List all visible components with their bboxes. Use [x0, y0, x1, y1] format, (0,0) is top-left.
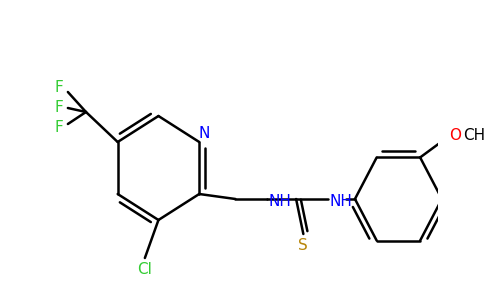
- Text: NH: NH: [330, 194, 352, 208]
- Text: S: S: [299, 238, 308, 253]
- Text: F: F: [54, 80, 63, 94]
- Text: CH: CH: [464, 128, 484, 143]
- Text: O: O: [449, 128, 461, 143]
- Text: F: F: [54, 100, 63, 115]
- Text: N: N: [199, 127, 211, 142]
- Text: Cl: Cl: [137, 262, 152, 278]
- Text: NH: NH: [269, 194, 292, 208]
- Text: F: F: [54, 119, 63, 134]
